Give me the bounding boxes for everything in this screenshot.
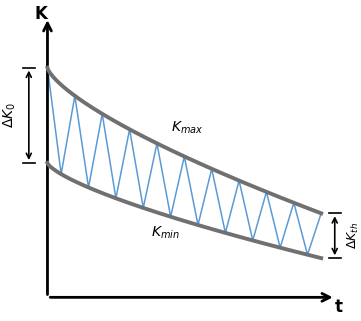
Text: t: t xyxy=(335,298,343,316)
Text: $K_{max}$: $K_{max}$ xyxy=(171,119,203,136)
Text: K: K xyxy=(34,5,47,23)
Text: $K_{min}$: $K_{min}$ xyxy=(152,225,180,241)
Text: $\Delta K_{th}$: $\Delta K_{th}$ xyxy=(346,222,361,249)
Text: $\Delta K_0$: $\Delta K_0$ xyxy=(2,102,18,128)
